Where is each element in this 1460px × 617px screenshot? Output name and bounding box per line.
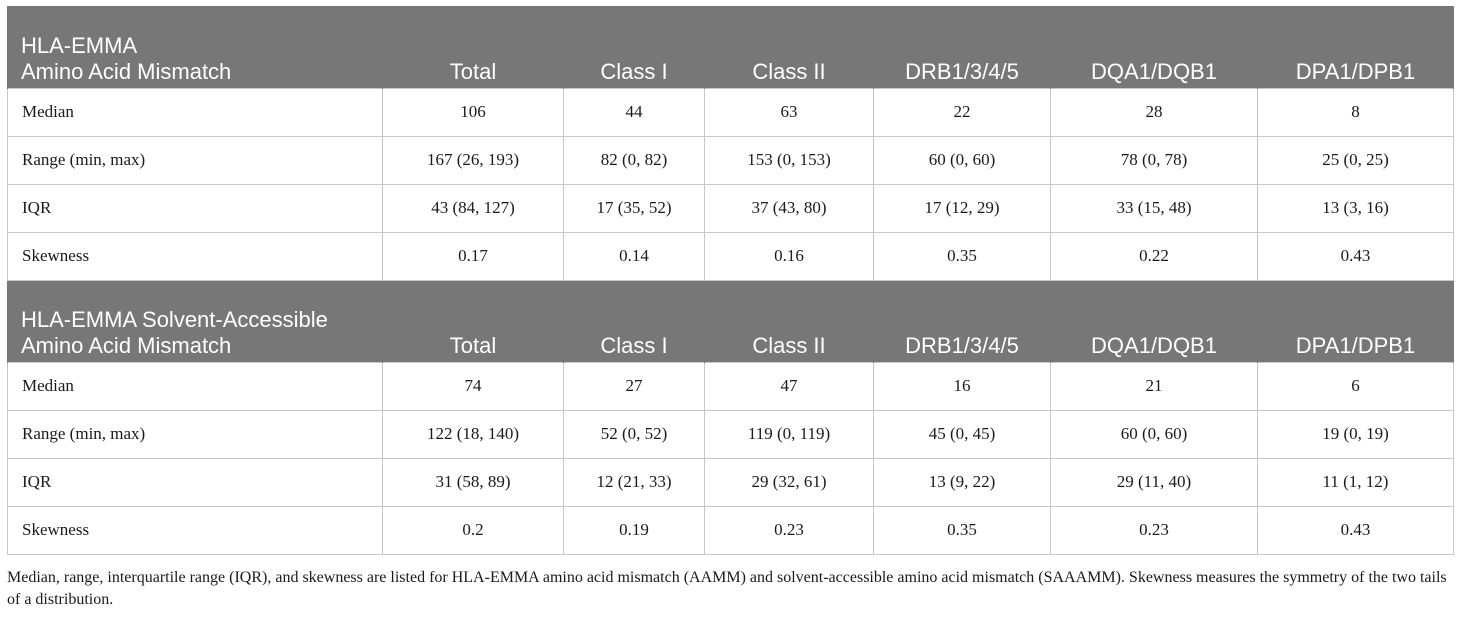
table-cell: 6 <box>1257 361 1454 411</box>
table-cell: 0.35 <box>873 231 1051 281</box>
table-cell: 22 <box>873 87 1051 137</box>
table-cell: 19 (0, 19) <box>1257 409 1454 459</box>
table-cell: 60 (0, 60) <box>1050 409 1258 459</box>
table-row: Median 74 27 47 16 21 6 <box>7 361 1454 411</box>
column-header: Class II <box>704 280 874 362</box>
table-cell: 44 <box>563 87 705 137</box>
table-cell: 31 (58, 89) <box>382 457 564 507</box>
table-cell: 0.16 <box>704 231 874 281</box>
table-cell: 0.43 <box>1257 231 1454 281</box>
table-row: Range (min, max) 167 (26, 193) 82 (0, 82… <box>7 135 1454 185</box>
table-cell: 11 (1, 12) <box>1257 457 1454 507</box>
section-title: HLA-EMMA Solvent-Accessible Amino Acid M… <box>7 280 383 362</box>
column-header: DPA1/DPB1 <box>1257 6 1454 88</box>
table-cell: 0.2 <box>382 505 564 555</box>
row-label: Skewness <box>7 231 383 281</box>
table-cell: 78 (0, 78) <box>1050 135 1258 185</box>
row-label: Median <box>7 361 383 411</box>
row-label: Median <box>7 87 383 137</box>
table-cell: 167 (26, 193) <box>382 135 564 185</box>
table-row: Skewness 0.17 0.14 0.16 0.35 0.22 0.43 <box>7 231 1454 281</box>
section-title-line: Amino Acid Mismatch <box>21 58 232 84</box>
table-cell: 25 (0, 25) <box>1257 135 1454 185</box>
table-cell: 63 <box>704 87 874 137</box>
table-cell: 28 <box>1050 87 1258 137</box>
row-label: Skewness <box>7 505 383 555</box>
table-cell: 106 <box>382 87 564 137</box>
table-cell: 13 (3, 16) <box>1257 183 1454 233</box>
table-cell: 0.17 <box>382 231 564 281</box>
table-cell: 29 (32, 61) <box>704 457 874 507</box>
table-cell: 27 <box>563 361 705 411</box>
table-row: Skewness 0.2 0.19 0.23 0.35 0.23 0.43 <box>7 505 1454 555</box>
table-cell: 8 <box>1257 87 1454 137</box>
table-row: IQR 43 (84, 127) 17 (35, 52) 37 (43, 80)… <box>7 183 1454 233</box>
table-cell: 47 <box>704 361 874 411</box>
column-header: DQA1/DQB1 <box>1050 280 1258 362</box>
table-cell: 153 (0, 153) <box>704 135 874 185</box>
row-label: Range (min, max) <box>7 135 383 185</box>
table-cell: 0.35 <box>873 505 1051 555</box>
table-cell: 29 (11, 40) <box>1050 457 1258 507</box>
table-row: Range (min, max) 122 (18, 140) 52 (0, 52… <box>7 409 1454 459</box>
row-label: IQR <box>7 457 383 507</box>
table-cell: 17 (12, 29) <box>873 183 1051 233</box>
table-cell: 17 (35, 52) <box>563 183 705 233</box>
section-title-line: Amino Acid Mismatch <box>21 332 232 358</box>
column-header: Class I <box>563 280 705 362</box>
column-header: Class I <box>563 6 705 88</box>
table-footnote: Median, range, interquartile range (IQR)… <box>7 569 1447 608</box>
column-header: DRB1/3/4/5 <box>873 280 1051 362</box>
section-title-line: HLA-EMMA Solvent-Accessible <box>21 306 328 332</box>
table-cell: 21 <box>1050 361 1258 411</box>
section-title-line: HLA-EMMA <box>21 32 138 58</box>
table-cell: 0.19 <box>563 505 705 555</box>
table-cell: 0.22 <box>1050 231 1258 281</box>
table-body: HLA-EMMA Amino Acid Mismatch Total Class… <box>7 6 1454 555</box>
table-cell: 16 <box>873 361 1051 411</box>
column-header: DRB1/3/4/5 <box>873 6 1051 88</box>
table-cell: 0.23 <box>1050 505 1258 555</box>
table-cell: 0.43 <box>1257 505 1454 555</box>
row-label: Range (min, max) <box>7 409 383 459</box>
column-header: Total <box>382 280 564 362</box>
table-cell: 43 (84, 127) <box>382 183 564 233</box>
table-row: Median 106 44 63 22 28 8 <box>7 87 1454 137</box>
table-cell: 122 (18, 140) <box>382 409 564 459</box>
table-cell: 82 (0, 82) <box>563 135 705 185</box>
table-cell: 119 (0, 119) <box>704 409 874 459</box>
section-header-row: HLA-EMMA Amino Acid Mismatch Total Class… <box>7 6 1454 88</box>
table-cell: 33 (15, 48) <box>1050 183 1258 233</box>
table-cell: 37 (43, 80) <box>704 183 874 233</box>
table-row: IQR 31 (58, 89) 12 (21, 33) 29 (32, 61) … <box>7 457 1454 507</box>
column-header: DPA1/DPB1 <box>1257 280 1454 362</box>
section-header-row: HLA-EMMA Solvent-Accessible Amino Acid M… <box>7 280 1454 362</box>
table-cell: 45 (0, 45) <box>873 409 1051 459</box>
column-header: Class II <box>704 6 874 88</box>
row-label: IQR <box>7 183 383 233</box>
table-cell: 13 (9, 22) <box>873 457 1051 507</box>
table-cell: 12 (21, 33) <box>563 457 705 507</box>
table-cell: 52 (0, 52) <box>563 409 705 459</box>
table-cell: 74 <box>382 361 564 411</box>
table-cell: 0.23 <box>704 505 874 555</box>
section-title: HLA-EMMA Amino Acid Mismatch <box>7 6 383 88</box>
table-cell: 60 (0, 60) <box>873 135 1051 185</box>
column-header: Total <box>382 6 564 88</box>
stats-table: HLA-EMMA Amino Acid Mismatch Total Class… <box>7 6 1454 555</box>
table-cell: 0.14 <box>563 231 705 281</box>
column-header: DQA1/DQB1 <box>1050 6 1258 88</box>
